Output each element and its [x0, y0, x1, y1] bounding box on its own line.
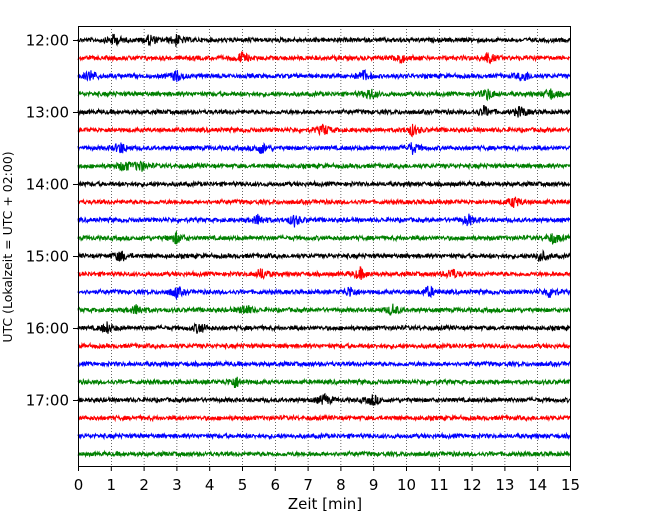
- x-tick-label: 4: [205, 476, 215, 494]
- x-tick-label: 12: [463, 476, 482, 494]
- x-axis-label: Zeit [min]: [288, 495, 362, 513]
- y-tick-label: 16:00: [26, 320, 69, 338]
- y-tick-label: 17:00: [26, 392, 69, 410]
- x-tick-label: 5: [238, 476, 248, 494]
- y-tick-label: 15:00: [26, 248, 69, 266]
- x-tick-label: 3: [172, 476, 182, 494]
- x-tick-label: 13: [495, 476, 514, 494]
- x-tick-label: 6: [271, 476, 281, 494]
- x-tick-label: 1: [107, 476, 117, 494]
- x-tick-label: 11: [430, 476, 449, 494]
- x-tick-label: 8: [336, 476, 346, 494]
- y-tick-label: 12:00: [26, 32, 69, 50]
- y-tick-label: 14:00: [26, 176, 69, 194]
- x-tick-label: 2: [139, 476, 149, 494]
- x-tick-label: 7: [303, 476, 313, 494]
- x-tick-label: 10: [397, 476, 416, 494]
- x-tick-label: 9: [369, 476, 379, 494]
- x-tick-label: 0: [74, 476, 84, 494]
- x-tick-label: 14: [528, 476, 547, 494]
- x-tick-label: 15: [561, 476, 580, 494]
- y-tick-label: 13:00: [26, 104, 69, 122]
- y-axis-label: UTC (Lokalzeit = UTC + 02:00): [0, 151, 15, 342]
